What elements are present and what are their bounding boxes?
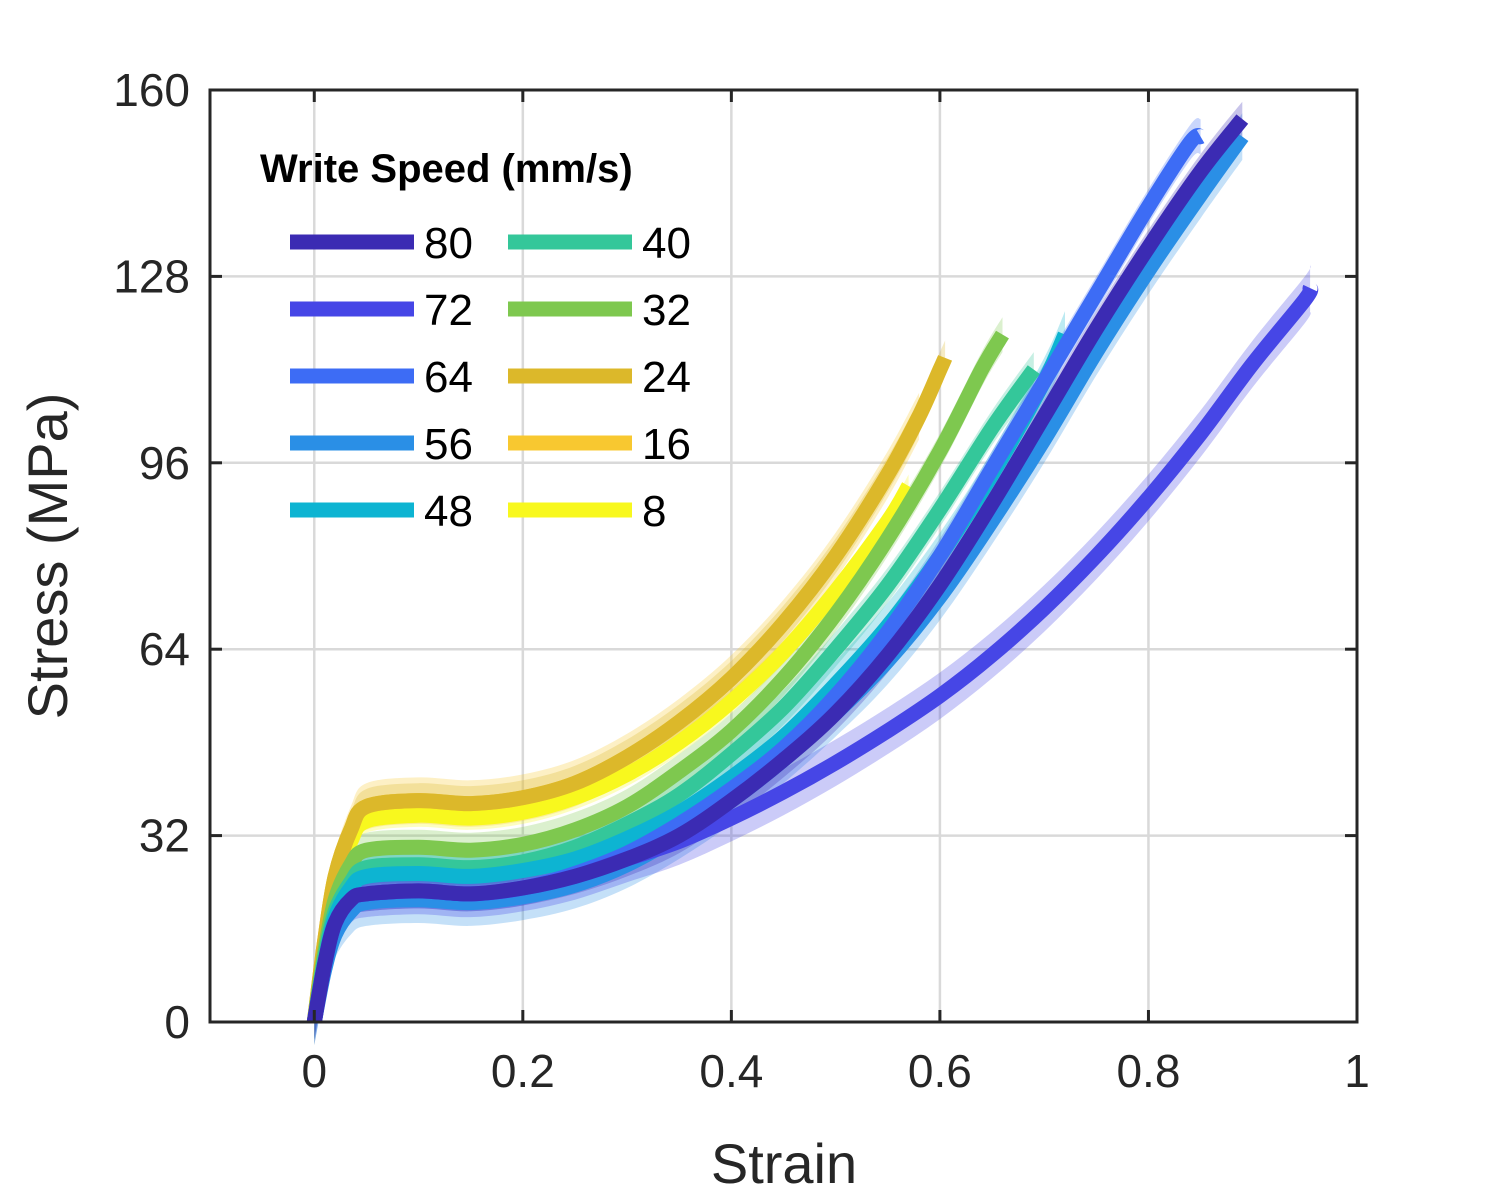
y-tick-label: 0 — [164, 996, 190, 1048]
x-tick-label: 1 — [1344, 1045, 1370, 1097]
legend-label-48: 48 — [424, 487, 473, 536]
legend-label-16: 16 — [642, 420, 691, 469]
x-tick-label: 0 — [301, 1045, 327, 1097]
y-tick-label: 96 — [139, 437, 190, 489]
y-axis-title: Stress (MPa) — [16, 393, 79, 720]
legend-label-64: 64 — [424, 353, 473, 402]
legend-label-40: 40 — [642, 219, 691, 268]
x-tick-label: 0.8 — [1116, 1045, 1180, 1097]
legend: Write Speed (mm/s) 80 72 64 56 48 40 32 24 16 8 — [260, 147, 691, 536]
plot-frame — [208, 88, 1359, 1024]
legend-label-80: 80 — [424, 219, 473, 268]
y-tick-label: 128 — [113, 250, 190, 302]
x-tick-label: 0.4 — [699, 1045, 763, 1097]
legend-label-56: 56 — [424, 420, 473, 469]
x-tick-label: 0.6 — [908, 1045, 972, 1097]
series-line-80 — [306, 114, 1249, 1024]
series-lines — [306, 114, 1319, 1024]
x-axis-title: Strain — [711, 1132, 857, 1195]
y-tick-label: 64 — [139, 623, 190, 675]
legend-label-32: 32 — [642, 286, 691, 335]
y-tick-label: 32 — [139, 810, 190, 862]
x-tick-label: 0.2 — [491, 1045, 555, 1097]
legend-label-72: 72 — [424, 286, 473, 335]
series-line-24 — [306, 355, 953, 1023]
legend-label-24: 24 — [642, 353, 691, 402]
series-line-32 — [306, 330, 1009, 1024]
legend-label-8: 8 — [642, 487, 666, 536]
axis-ticks: 0 0.2 0.4 0.6 0.8 1 0 32 64 96 128 160 — [113, 64, 1370, 1097]
legend-title: Write Speed (mm/s) — [260, 147, 633, 191]
band-32 — [314, 317, 1003, 1040]
y-tick-label: 160 — [113, 64, 190, 116]
